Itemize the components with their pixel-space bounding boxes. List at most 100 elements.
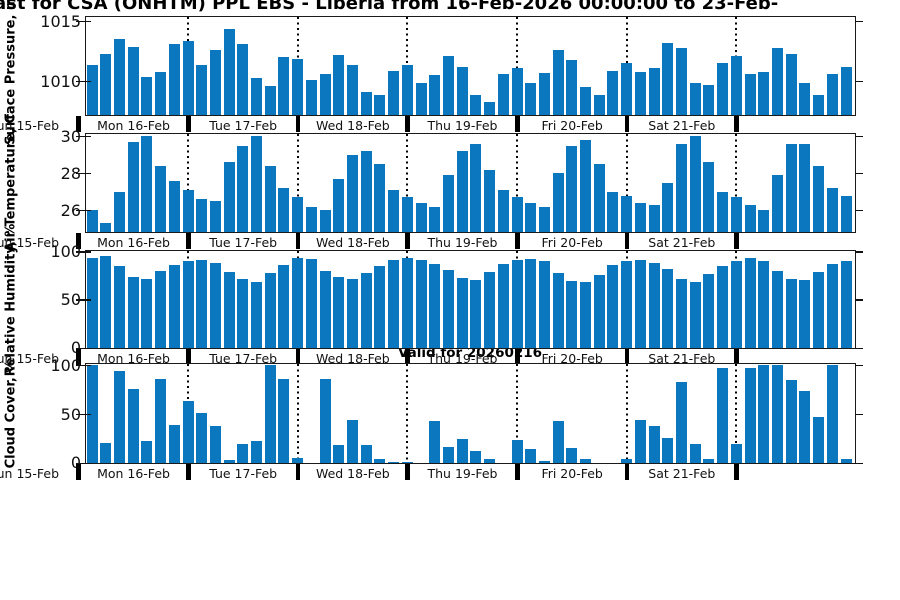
day-gridline — [625, 134, 628, 232]
bar — [730, 444, 742, 463]
day-tick — [76, 349, 81, 366]
bar — [237, 145, 249, 232]
bar — [401, 258, 413, 348]
bar — [429, 421, 441, 463]
y-tick-mark-left — [76, 462, 91, 464]
x-day-label: Sun 15-Feb — [0, 466, 60, 482]
plot-box-2 — [84, 250, 856, 349]
bar — [785, 143, 797, 232]
bar — [799, 279, 811, 348]
bar — [785, 53, 797, 115]
day-tick — [734, 233, 739, 249]
bar — [703, 84, 715, 115]
bar — [634, 420, 646, 463]
bar — [538, 206, 550, 232]
bar — [662, 437, 674, 463]
y-tick-label: 26 — [60, 200, 81, 220]
bar — [127, 388, 139, 463]
plot-box-3 — [84, 363, 856, 464]
day-tick — [186, 349, 191, 366]
bar — [456, 277, 468, 348]
x-day-label: Sun 15-Feb — [0, 235, 60, 250]
x-day-label: Tue 17-Feb — [209, 466, 278, 482]
bar — [771, 365, 783, 463]
y-tick-mark-right — [855, 299, 863, 301]
bar — [552, 50, 564, 115]
x-day-label: Fri 20-Feb — [541, 351, 603, 367]
bar — [621, 195, 633, 232]
day-tick — [405, 349, 410, 366]
bar — [360, 445, 372, 463]
day-tick — [515, 233, 520, 249]
y-tick-mark-left — [76, 299, 91, 301]
day-tick — [734, 349, 739, 366]
bar — [744, 74, 756, 115]
x-day-label: Thu 19-Feb — [427, 466, 498, 482]
y-tick-label: 50 — [60, 404, 81, 424]
bar — [388, 70, 400, 115]
bar — [621, 63, 633, 115]
bar — [730, 56, 742, 115]
bar — [593, 164, 605, 232]
bar — [538, 261, 550, 348]
bar — [429, 206, 441, 232]
bar — [648, 425, 660, 463]
y-tick-label: 1015 — [40, 11, 81, 31]
bar — [442, 175, 454, 232]
x-day-label: Mon 16-Feb — [97, 235, 170, 250]
bar — [155, 379, 167, 463]
y-tick-mark-left — [76, 81, 91, 83]
bar — [209, 201, 221, 232]
day-tick — [405, 464, 410, 481]
day-tick — [186, 464, 191, 481]
day-gridline — [516, 134, 519, 232]
y-tick-mark-left — [76, 251, 91, 253]
bar — [196, 413, 208, 463]
bar — [566, 280, 578, 348]
day-tick — [405, 116, 410, 133]
bar — [264, 272, 276, 348]
bar — [771, 47, 783, 115]
x-day-label: Sat 21-Feb — [648, 351, 716, 367]
day-tick — [624, 116, 630, 133]
valid-for-label: Valid for 20260216 — [397, 345, 543, 361]
bar — [388, 462, 400, 463]
y-tick-mark-right — [855, 173, 863, 175]
bar — [456, 438, 468, 463]
y-tick-mark-right — [855, 81, 863, 83]
bar — [717, 191, 729, 232]
bar — [182, 40, 194, 115]
day-gridline — [406, 134, 409, 232]
day-gridline — [516, 17, 519, 115]
bar — [730, 197, 742, 232]
y-tick-mark-right — [855, 347, 863, 349]
bar — [319, 210, 331, 232]
bar — [703, 459, 715, 463]
bar — [442, 56, 454, 115]
bar — [264, 86, 276, 115]
bar — [840, 459, 852, 463]
bar — [676, 382, 687, 463]
bar — [511, 197, 523, 232]
bar — [319, 74, 331, 115]
bar — [223, 271, 235, 348]
bar — [100, 53, 112, 115]
x-day-label: Sun 15-Feb — [0, 351, 60, 367]
y-tick-mark-right — [855, 251, 863, 253]
day-tick — [186, 233, 191, 249]
bar — [168, 180, 180, 232]
bar — [429, 75, 441, 115]
day-tick — [295, 349, 301, 366]
bar — [826, 74, 838, 115]
y-tick-label: 28 — [60, 163, 81, 183]
bar — [374, 164, 386, 232]
bar — [113, 266, 125, 348]
bar — [292, 258, 304, 348]
x-day-label: Wed 18-Feb — [315, 118, 390, 134]
bar — [182, 261, 194, 348]
bar — [525, 203, 537, 232]
bar — [799, 82, 811, 115]
bar — [593, 274, 605, 348]
x-day-label: Thu 19-Feb — [427, 351, 498, 367]
day-tick — [76, 116, 81, 133]
